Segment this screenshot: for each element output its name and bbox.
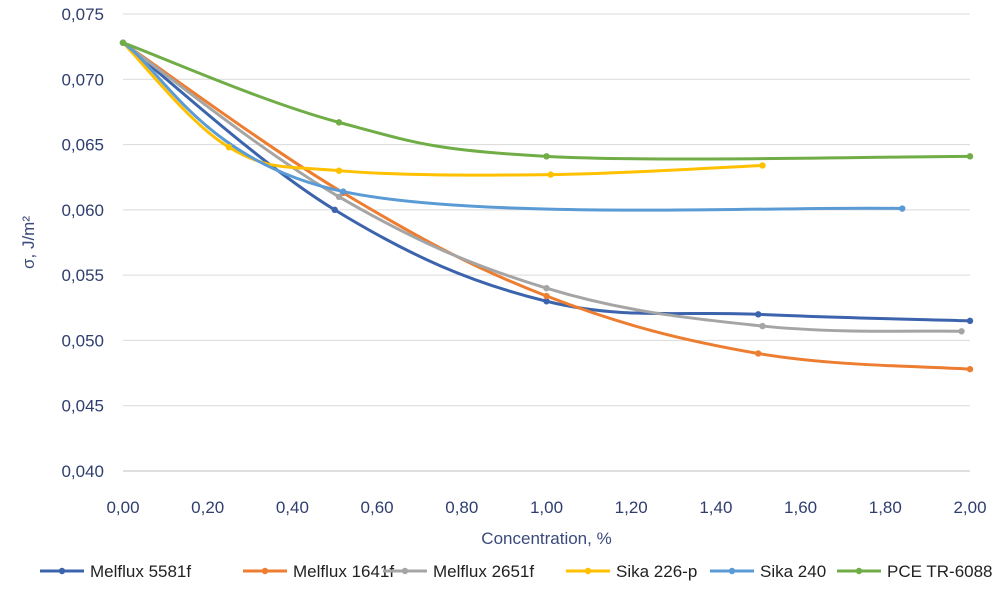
- x-tick-label: 0,00: [106, 498, 139, 517]
- x-tick-label: 1,80: [869, 498, 902, 517]
- x-axis-title: Concentration, %: [481, 529, 611, 548]
- y-tick-label: 0,050: [61, 331, 104, 350]
- series-lines: [121, 41, 972, 371]
- data-point-melflux-1641f: [966, 365, 974, 373]
- data-point-pce-tr-6088: [119, 39, 127, 46]
- y-tick-label: 0,045: [61, 397, 104, 416]
- series-line-melflux-2651f: [121, 41, 964, 333]
- x-tick-label: 1,00: [530, 498, 563, 517]
- data-point-pce-tr-6088: [966, 153, 974, 160]
- y-axis-title: σ, J/m²: [19, 216, 38, 269]
- series-line-pce-tr-6088: [121, 41, 972, 161]
- y-tick-label: 0,075: [61, 5, 104, 24]
- y-tick-label: 0,055: [61, 266, 104, 285]
- legend-label: Melflux 1641f: [293, 562, 394, 581]
- data-point-sika-240: [340, 188, 347, 195]
- x-tick-label: 1,20: [615, 498, 648, 517]
- legend-label: Melflux 5581f: [90, 562, 191, 581]
- series-line-melflux-5581f: [121, 41, 972, 323]
- data-point-melflux-1641f: [755, 350, 762, 357]
- data-point-melflux-2651f: [958, 328, 965, 335]
- data-point-melflux-2651f: [335, 193, 343, 200]
- data-point-pce-tr-6088: [335, 119, 343, 126]
- legend-marker: [855, 567, 863, 575]
- data-point-melflux-5581f: [966, 317, 974, 325]
- series-line-melflux-1641f: [121, 41, 972, 371]
- y-tick-label: 0,040: [61, 462, 104, 481]
- legend-label: Sika 226-p: [616, 562, 697, 581]
- series-line-sika-240: [121, 41, 904, 212]
- data-point-melflux-2651f: [759, 322, 766, 330]
- x-tick-label: 2,00: [953, 498, 986, 517]
- legend-marker: [728, 567, 736, 575]
- legend-item-sika-240: Sika 240: [710, 562, 826, 581]
- legend-item-melflux-5581f: Melflux 5581f: [40, 562, 191, 581]
- y-tick-label: 0,065: [61, 136, 104, 155]
- x-tick-label: 0,60: [361, 498, 394, 517]
- x-tick-label: 0,20: [191, 498, 224, 517]
- legend-marker: [261, 567, 269, 575]
- data-point-melflux-5581f: [331, 206, 338, 214]
- legend: Melflux 5581f Melflux 1641f Melflux 2651f S…: [40, 562, 993, 581]
- legend-item-sika-226-p: Sika 226-p: [566, 562, 697, 581]
- series-points: [119, 39, 974, 373]
- legend-label: Sika 240: [760, 562, 826, 581]
- legend-label: PCE TR-6088: [887, 562, 993, 581]
- legend-label: Melflux 2651f: [433, 562, 534, 581]
- data-point-sika-240: [899, 205, 906, 212]
- data-point-sika-226-p: [547, 171, 554, 178]
- data-point-sika-226-p: [335, 167, 343, 174]
- data-point-melflux-1641f: [543, 292, 550, 300]
- y-tick-label: 0,060: [61, 201, 104, 220]
- data-point-pce-tr-6088: [543, 153, 550, 160]
- data-point-sika-226-p: [225, 143, 233, 151]
- data-point-melflux-2651f: [543, 285, 550, 292]
- legend-item-melflux-2651f: Melflux 2651f: [383, 562, 534, 581]
- x-tick-label: 1,40: [699, 498, 732, 517]
- x-axis-ticks: 0,00 0,20 0,40 0,60 0,80 1,00 1,20 1,40 1,60 1,80…: [106, 498, 986, 517]
- data-point-sika-226-p: [759, 162, 766, 169]
- legend-item-pce-tr-6088: PCE TR-6088: [837, 562, 993, 581]
- legend-marker: [584, 567, 592, 575]
- y-axis-ticks: 0,040 0,045 0,050 0,055 0,060 0,065 0,070 0,075: [61, 5, 104, 481]
- legend-marker: [401, 567, 409, 575]
- legend-item-melflux-1641f: Melflux 1641f: [243, 562, 394, 581]
- y-tick-label: 0,070: [61, 70, 104, 89]
- grid-lines: [123, 13, 970, 472]
- x-tick-label: 0,40: [276, 498, 309, 517]
- x-tick-label: 1,60: [784, 498, 817, 517]
- data-point-melflux-5581f: [543, 298, 550, 305]
- data-point-melflux-5581f: [755, 311, 762, 318]
- x-tick-label: 0,80: [445, 498, 478, 517]
- series-line-sika-226-p: [121, 41, 764, 177]
- legend-marker: [58, 567, 66, 575]
